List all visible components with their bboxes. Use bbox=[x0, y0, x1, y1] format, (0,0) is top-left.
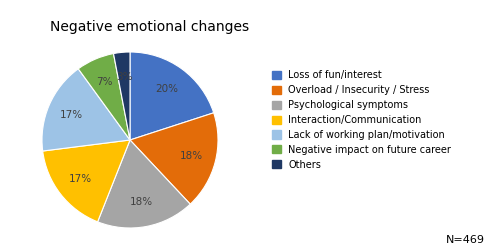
Wedge shape bbox=[114, 52, 130, 140]
Wedge shape bbox=[130, 52, 214, 140]
Wedge shape bbox=[78, 54, 130, 140]
Text: 18%: 18% bbox=[130, 197, 154, 207]
Text: 20%: 20% bbox=[156, 84, 178, 94]
Text: N=469: N=469 bbox=[446, 235, 485, 245]
Wedge shape bbox=[98, 140, 190, 228]
Text: 3%: 3% bbox=[116, 72, 132, 82]
Legend: Loss of fun/interest, Overload / Insecurity / Stress, Psychological symptoms, In: Loss of fun/interest, Overload / Insecur… bbox=[270, 68, 453, 172]
Wedge shape bbox=[42, 140, 130, 222]
Text: 17%: 17% bbox=[60, 110, 84, 120]
Wedge shape bbox=[130, 113, 218, 204]
Wedge shape bbox=[42, 69, 130, 151]
Text: Negative emotional changes: Negative emotional changes bbox=[50, 20, 250, 34]
Text: 7%: 7% bbox=[96, 77, 113, 87]
Text: 18%: 18% bbox=[180, 151, 203, 161]
Text: 17%: 17% bbox=[68, 174, 92, 184]
